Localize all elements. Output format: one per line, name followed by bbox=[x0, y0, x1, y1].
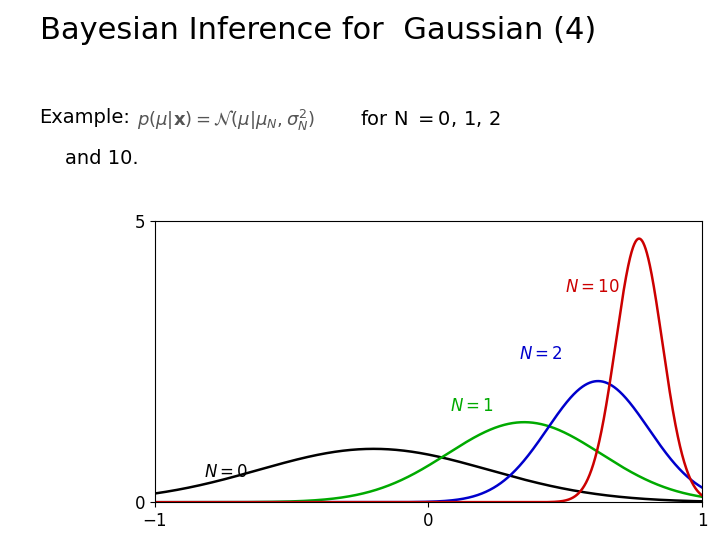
Text: Example:: Example: bbox=[40, 108, 130, 127]
Text: Bayesian Inference for  Gaussian (4): Bayesian Inference for Gaussian (4) bbox=[40, 16, 596, 45]
Text: $N=1$: $N=1$ bbox=[450, 398, 494, 415]
Text: $N=2$: $N=2$ bbox=[518, 346, 562, 363]
Text: $N=0$: $N=0$ bbox=[204, 464, 248, 481]
Text: for N $= 0,\, 1,\, 2$: for N $= 0,\, 1,\, 2$ bbox=[360, 108, 501, 129]
Text: $N=10$: $N=10$ bbox=[565, 279, 620, 295]
Text: and 10.: and 10. bbox=[65, 148, 138, 167]
Text: $p(\mu|\mathbf{x}) = \mathcal{N}(\mu|\mu_N, \sigma_N^2)$: $p(\mu|\mathbf{x}) = \mathcal{N}(\mu|\mu… bbox=[137, 108, 315, 133]
